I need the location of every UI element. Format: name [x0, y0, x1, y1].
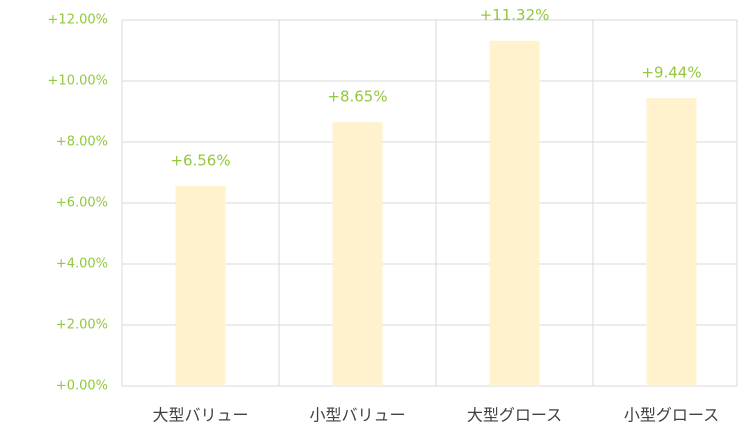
bar	[175, 185, 226, 386]
y-tick-label: +2.00%	[56, 318, 108, 333]
y-tick-label: +10.00%	[48, 74, 108, 89]
x-tick-label: 大型グロース	[467, 406, 562, 425]
y-tick-label: +4.00%	[56, 257, 108, 272]
y-tick-label: +6.00%	[56, 196, 108, 211]
y-tick-label: +12.00%	[48, 13, 108, 28]
bar	[489, 40, 540, 387]
value-label: +9.44%	[641, 64, 701, 82]
value-label: +8.65%	[327, 88, 387, 106]
x-tick-label: 大型バリュー	[152, 406, 248, 425]
bar	[646, 98, 697, 386]
value-label: +6.56%	[170, 151, 230, 169]
x-tick-label: 小型グロース	[624, 406, 719, 425]
y-tick-label: +0.00%	[56, 379, 108, 394]
bar	[332, 122, 383, 387]
y-tick-label: +8.00%	[56, 135, 108, 150]
value-label: +11.32%	[480, 6, 550, 24]
x-tick-label: 小型バリュー	[309, 406, 405, 425]
